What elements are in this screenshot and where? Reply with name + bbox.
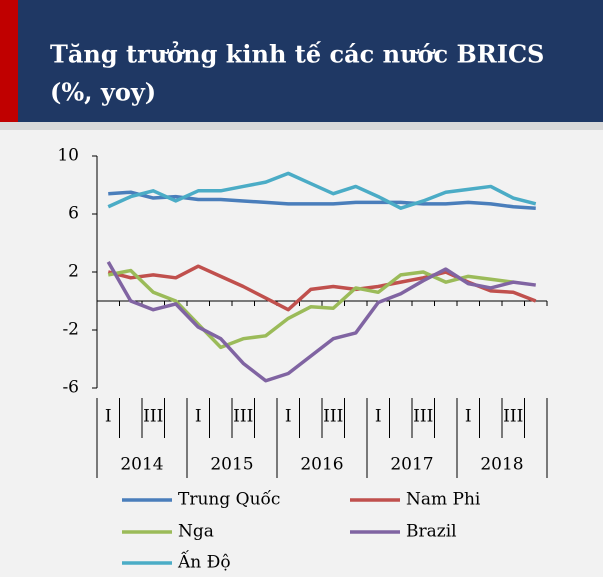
legend-label: Nam Phi [406,490,481,510]
header-accent [0,0,18,122]
legend-label: Brazil [406,522,457,542]
year-label: 2018 [480,455,523,475]
header-shadow [0,122,603,130]
series-line [108,190,536,210]
y-tick-label: -2 [62,320,79,340]
x-tick-label: I [105,407,112,427]
x-tick-label: III [143,407,163,427]
x-tick-label: III [503,407,523,427]
series-line [107,268,514,350]
series-line [106,260,536,383]
x-tick-label: I [465,407,472,427]
chart-subtitle: (%, yoy) [50,78,156,107]
legend-label: Trung Quốc [178,490,280,510]
legend-label: Ấn Độ [177,550,231,573]
x-tick-label: I [285,407,292,427]
y-tick-label: 2 [68,262,79,282]
y-tick-label: 10 [57,146,79,166]
year-label: 2016 [300,455,343,475]
x-tick-label: III [323,407,343,427]
x-tick-label: I [375,407,382,427]
chart-title: Tăng trưởng kinh tế các nước BRICS [50,40,544,69]
header [0,0,603,122]
x-tick-label: I [195,407,202,427]
x-tick-label: III [413,407,433,427]
year-label: 2014 [120,455,163,475]
x-tick-label: III [233,407,253,427]
year-label: 2017 [390,455,433,475]
series-line [107,171,537,210]
legend-label: Nga [178,522,214,542]
y-tick-label: 6 [68,204,79,224]
y-tick-label: -6 [62,378,79,398]
year-label: 2015 [210,455,253,475]
